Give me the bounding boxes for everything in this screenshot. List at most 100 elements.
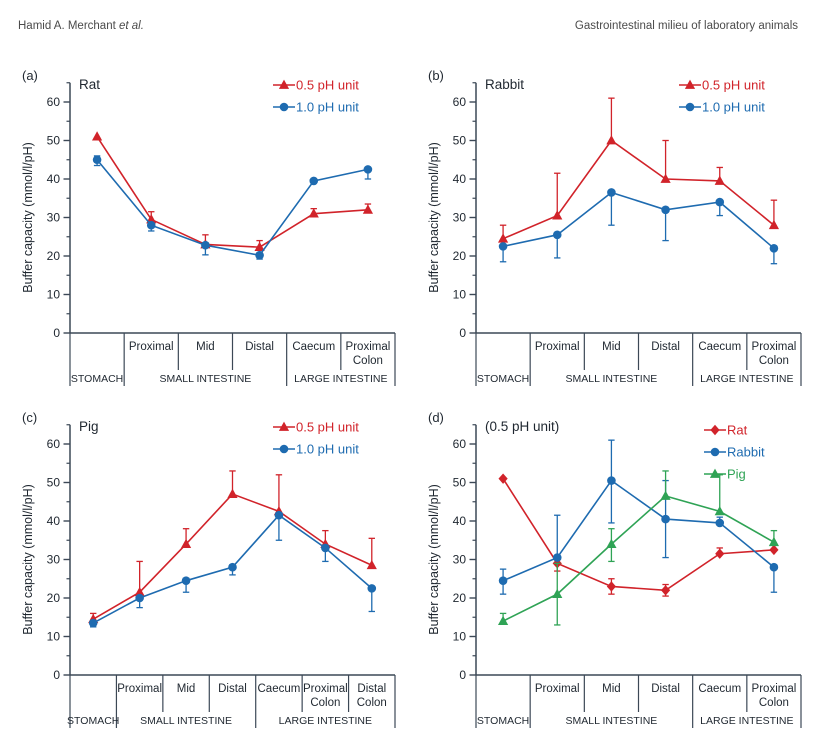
x-group-label: SMALL INTESTINE [140,715,232,727]
x-segment-label: Colon [310,697,340,709]
data-point-marker [769,244,779,253]
chart-panel-rat: (a) Rat 0 10 20 30 40 50 60 Buffer capacity (mmol… [8,58,404,398]
data-point-marker [497,615,509,625]
series-line [96,159,369,257]
data-point-marker [685,102,695,112]
x-segment-label: Proximal [346,341,391,353]
y-tick-label: 20 [47,249,61,263]
data-point-marker [367,584,377,593]
data-point-marker [552,230,562,240]
data-point-marker [274,510,284,520]
x-segment-label: Colon [357,697,387,709]
data-point-marker [278,421,290,431]
data-point-marker [607,476,616,485]
data-point-marker [710,447,720,457]
data-point-marker [552,588,563,599]
data-point-marker [362,204,374,214]
legend-label: Rabbit [727,445,765,460]
data-point-marker [606,581,617,592]
legend-label: 0.5 pH unit [702,78,765,93]
x-segment-label: Distal [651,683,680,695]
x-segment-label: Mid [177,683,196,695]
x-group-label: LARGE INTESTINE [700,715,793,727]
y-tick-label: 10 [47,630,61,644]
x-segment-label: Proximal [535,683,580,695]
chart-title: Rabbit [485,77,524,92]
x-group-label: SMALL INTESTINE [566,373,658,385]
x-segment-label: Distal [245,341,274,353]
data-point-marker [201,240,210,250]
data-point-marker [714,505,725,516]
chart-panel-combined: (d) (0.5 pH unit) 0 10 20 30 40 50 60 Buffer capa… [414,400,810,738]
legend-label: Rat [727,423,748,438]
data-point-marker [279,444,289,454]
y-tick-label: 50 [47,476,61,490]
data-point-marker [278,79,290,89]
series-line [502,478,774,592]
y-axis-title: Buffer capacity (mmol/l/pH) [427,484,441,635]
legend-label: 1.0 pH unit [296,442,359,457]
y-tick-label: 60 [47,95,61,109]
series-line [96,136,368,248]
data-point-marker [255,250,264,260]
data-point-marker [228,562,237,572]
data-point-marker [660,173,671,183]
y-tick-label: 30 [453,553,467,567]
data-point-marker [254,241,265,252]
data-point-marker [181,576,191,585]
x-segment-label: Caecum [698,683,741,695]
data-point-marker [498,242,508,251]
y-tick-label: 30 [47,211,61,225]
data-point-marker [498,576,508,585]
data-point-marker [769,544,779,556]
x-group-label: LARGE INTESTINE [279,715,372,727]
y-tick-label: 60 [453,437,467,451]
data-point-marker [309,176,319,186]
x-segment-label: Mid [602,683,621,695]
data-point-marker [714,175,725,185]
y-tick-label: 40 [453,172,467,186]
y-tick-label: 10 [47,288,61,302]
x-group-label: STOMACH [71,373,123,385]
data-point-marker [91,131,103,141]
y-tick-label: 10 [453,630,467,644]
data-point-marker [552,553,562,562]
x-segment-label: Caecum [292,341,335,353]
y-tick-label: 40 [47,172,61,186]
x-segment-label: Proximal [117,683,162,695]
running-author: Hamid A. Merchant et al. [18,20,144,32]
data-point-marker [606,538,617,548]
y-tick-label: 20 [47,591,61,605]
panel-letter: (c) [22,410,37,425]
data-point-marker [684,79,696,89]
chart-title: (0.5 pH unit) [485,419,559,434]
x-segment-label: Proximal [129,341,174,353]
panel-letter: (a) [22,68,38,83]
y-axis-title: Buffer capacity (mmol/l/pH) [21,142,35,293]
legend-label: 1.0 pH unit [702,100,765,115]
y-tick-label: 50 [453,134,467,148]
y-tick-label: 30 [453,211,467,225]
y-tick-label: 0 [459,668,466,682]
x-segment-label: Proximal [303,683,348,695]
x-segment-label: Distal [218,683,247,695]
running-header: Hamid A. Merchant et al. Gastrointestina… [18,20,798,32]
data-point-marker [279,102,289,112]
running-title: Gastrointestinal milieu of laboratory an… [574,20,798,32]
x-segment-label: Mid [196,341,215,353]
x-group-label: SMALL INTESTINE [160,373,252,385]
y-tick-label: 0 [53,326,60,340]
data-point-marker [321,543,330,553]
rat-chart: (a) Rat 0 10 20 30 40 50 60 Buffer capacity (mmol… [21,68,396,386]
data-point-marker [134,586,145,597]
chart-title: Pig [79,419,99,434]
x-group-label: STOMACH [67,715,119,727]
y-tick-label: 0 [53,668,60,682]
legend-label: 0.5 pH unit [296,78,359,93]
x-segment-label: Proximal [535,341,580,353]
legend-label: Pig [727,467,746,482]
pig-chart: (c) Pig 0 10 20 30 40 50 60 Buffer capacity (mmol… [21,410,396,728]
x-group-label: LARGE INTESTINE [700,373,793,385]
x-segment-label: Caecum [258,683,301,695]
